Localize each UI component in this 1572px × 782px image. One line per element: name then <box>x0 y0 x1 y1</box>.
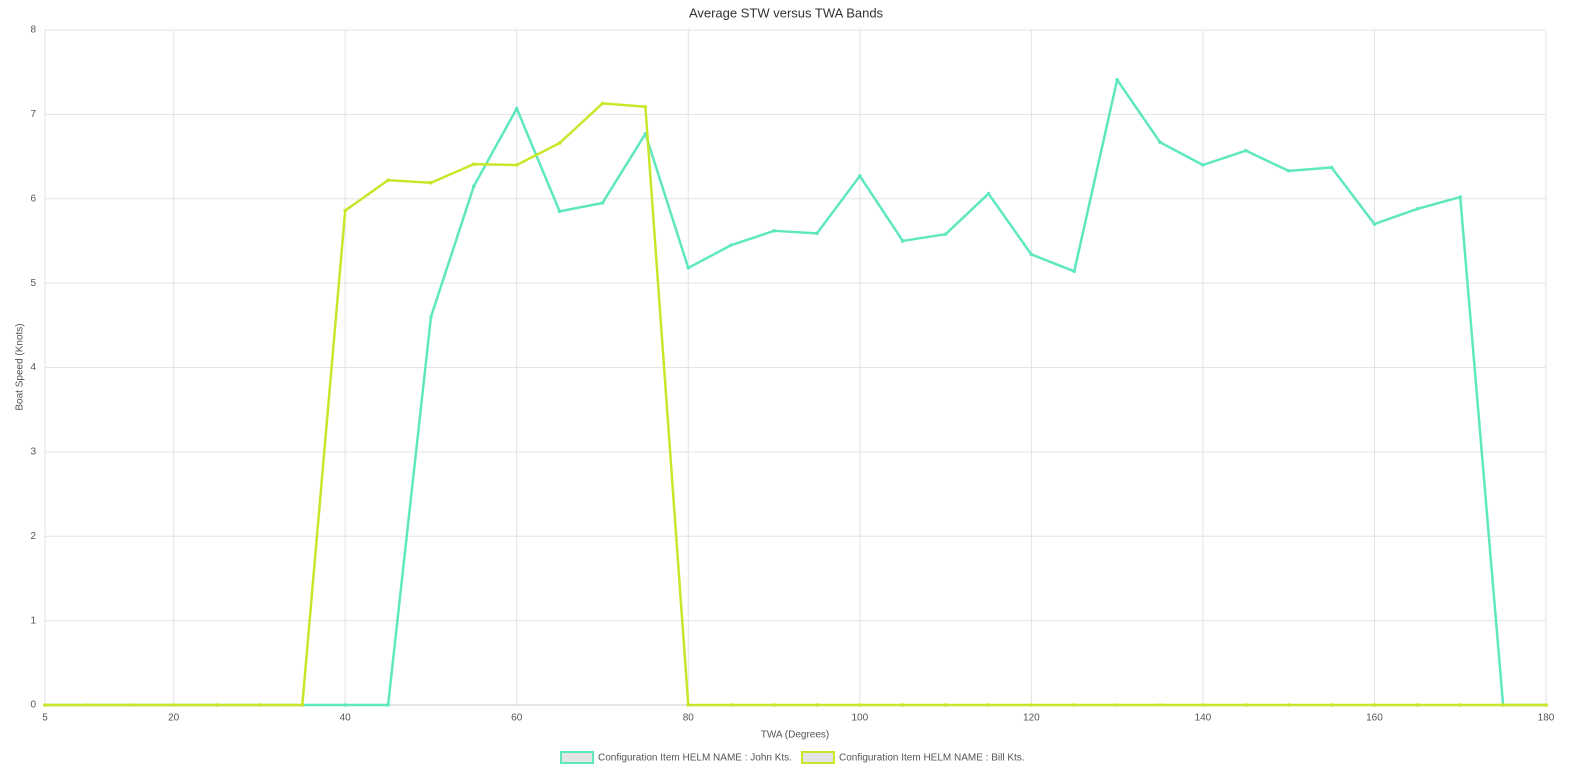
data-point <box>815 703 819 707</box>
x-axis-label: TWA (Degrees) <box>761 730 830 741</box>
data-point <box>1115 77 1119 82</box>
x-tick-label: 140 <box>1195 713 1212 724</box>
data-point <box>686 703 691 707</box>
data-point <box>472 162 476 166</box>
data-point <box>514 163 519 167</box>
y-tick-label: 6 <box>30 193 36 204</box>
legend-label: Configuration Item HELM NAME : Bill Kts. <box>839 753 1025 764</box>
data-point <box>1072 269 1077 274</box>
data-point <box>429 315 433 319</box>
data-point <box>1201 163 1205 167</box>
chart-title: Average STW versus TWA Bands <box>689 5 884 20</box>
y-axis-label: Boat Speed (Knots) <box>15 323 26 410</box>
data-point <box>1286 169 1291 173</box>
data-point <box>257 703 262 707</box>
data-point <box>943 232 948 236</box>
y-tick-label: 5 <box>30 278 36 289</box>
y-tick-label: 7 <box>30 109 36 120</box>
data-point <box>1158 140 1162 145</box>
data-point <box>1329 165 1334 170</box>
legend-label: Configuration Item HELM NAME : John Kts. <box>598 753 792 764</box>
series-line <box>45 102 1546 707</box>
data-point <box>1372 703 1377 707</box>
data-point <box>1029 703 1034 707</box>
data-point <box>128 703 133 707</box>
data-point <box>1286 703 1291 707</box>
data-point <box>1029 252 1034 257</box>
x-tick-label: 20 <box>168 713 180 724</box>
data-point <box>1415 703 1420 707</box>
data-point <box>43 703 47 707</box>
data-point <box>1158 703 1162 707</box>
x-tick-label: 60 <box>511 713 523 724</box>
data-point <box>1544 703 1548 707</box>
data-point <box>729 243 733 247</box>
data-point <box>1244 703 1248 707</box>
series-line <box>45 78 1546 707</box>
legend-swatch <box>800 751 835 764</box>
data-point <box>1329 703 1334 707</box>
data-point <box>557 209 562 214</box>
data-point <box>1372 222 1377 226</box>
y-tick-label: 2 <box>30 531 36 542</box>
data-point <box>858 174 862 178</box>
x-tick-label: 5 <box>42 713 48 724</box>
x-tick-label: 120 <box>1023 713 1040 724</box>
data-point <box>858 703 862 707</box>
data-point <box>1415 207 1420 211</box>
data-point <box>772 703 776 707</box>
data-point <box>900 703 905 707</box>
data-point <box>986 703 991 707</box>
data-point <box>472 184 476 188</box>
y-tick-label: 4 <box>30 362 36 373</box>
x-tick-label: 180 <box>1538 713 1555 724</box>
x-tick-label: 80 <box>683 713 695 724</box>
data-point <box>1072 703 1077 707</box>
data-point <box>386 178 390 182</box>
legend-swatch <box>560 751 594 764</box>
data-point <box>429 180 433 185</box>
data-point <box>1201 703 1205 707</box>
data-point <box>815 231 819 236</box>
data-point <box>386 703 390 707</box>
data-point <box>214 703 219 707</box>
data-point <box>1458 195 1463 199</box>
data-point <box>643 104 648 109</box>
data-point <box>300 703 305 707</box>
data-point <box>343 208 348 213</box>
data-point <box>600 201 605 205</box>
y-tick-label: 8 <box>30 25 36 36</box>
data-point <box>514 106 519 111</box>
data-point <box>1244 148 1248 153</box>
data-point <box>943 703 948 707</box>
data-point <box>772 229 776 233</box>
data-point <box>86 703 90 707</box>
x-tick-label: 40 <box>340 713 352 724</box>
data-point <box>1458 703 1463 707</box>
data-point <box>557 141 562 145</box>
data-point <box>986 191 991 196</box>
x-tick-label: 160 <box>1366 713 1383 724</box>
data-point <box>600 101 605 106</box>
y-tick-label: 0 <box>30 700 36 711</box>
data-point <box>686 266 691 270</box>
data-point <box>1501 703 1505 707</box>
data-point <box>1115 703 1119 707</box>
x-tick-label: 100 <box>851 713 868 724</box>
data-point <box>171 703 176 707</box>
data-point <box>343 703 348 707</box>
y-tick-label: 3 <box>30 447 36 458</box>
data-point <box>729 703 733 707</box>
y-tick-label: 1 <box>30 615 36 626</box>
data-point <box>900 239 905 243</box>
